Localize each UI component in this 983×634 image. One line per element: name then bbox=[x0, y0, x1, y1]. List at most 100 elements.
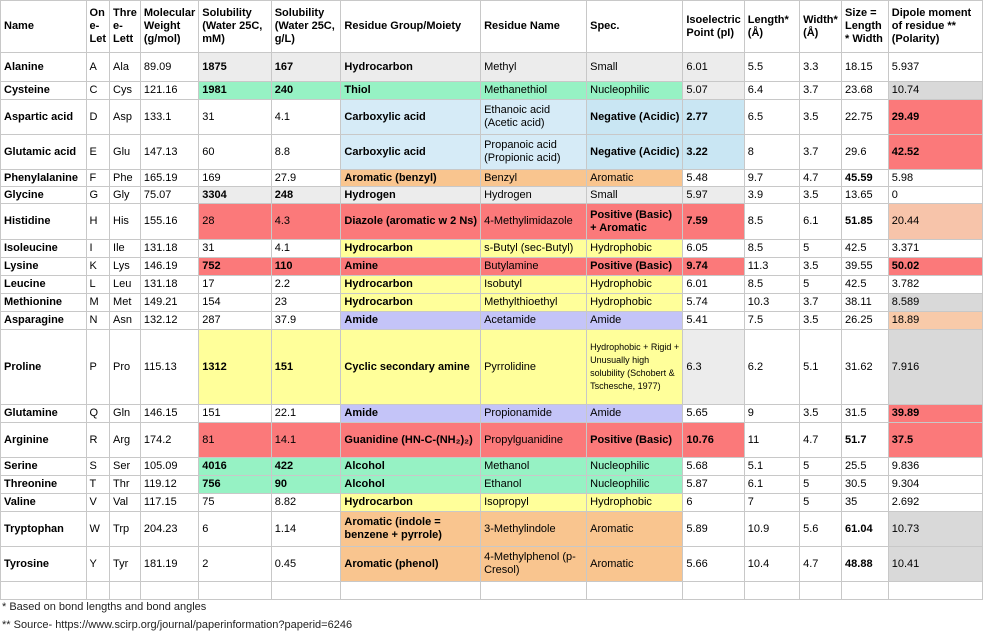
width-cell[interactable]: 5 bbox=[799, 239, 843, 258]
one-letter-cell[interactable]: K bbox=[85, 257, 111, 276]
group-cell[interactable]: Amide bbox=[340, 404, 482, 423]
pi-cell[interactable]: 5.87 bbox=[682, 475, 745, 494]
size-cell[interactable]: 38.11 bbox=[841, 293, 889, 312]
size-cell[interactable]: 48.88 bbox=[841, 546, 889, 582]
size-cell[interactable]: 31.5 bbox=[841, 404, 889, 423]
group-cell[interactable]: Hydrocarbon bbox=[340, 293, 482, 312]
mw-cell[interactable]: 119.12 bbox=[139, 475, 200, 494]
empty-cell[interactable] bbox=[270, 581, 342, 600]
spec-cell[interactable]: Small bbox=[586, 52, 684, 82]
spec-cell[interactable]: Hydrophobic bbox=[586, 239, 684, 258]
length-cell[interactable]: 6.2 bbox=[743, 329, 801, 405]
empty-cell[interactable] bbox=[85, 581, 111, 600]
mw-cell[interactable]: 75.07 bbox=[139, 186, 200, 204]
width-cell[interactable]: 3.5 bbox=[799, 257, 843, 276]
residue-cell[interactable]: Acetamide bbox=[480, 311, 588, 330]
residue-cell[interactable]: s-Butyl (sec-Butyl) bbox=[480, 239, 588, 258]
solubility-gl-cell[interactable]: 90 bbox=[270, 475, 342, 494]
length-cell[interactable]: 7 bbox=[743, 493, 801, 512]
length-cell[interactable]: 3.9 bbox=[743, 186, 801, 204]
one-letter-cell[interactable]: R bbox=[85, 422, 111, 458]
solubility-gl-cell[interactable]: 4.1 bbox=[270, 99, 342, 135]
length-cell[interactable]: 11.3 bbox=[743, 257, 801, 276]
size-cell[interactable]: 35 bbox=[841, 493, 889, 512]
spec-cell[interactable]: Positive (Basic) + Aromatic bbox=[586, 203, 684, 240]
one-letter-cell[interactable]: Q bbox=[85, 404, 111, 423]
solubility-mm-cell[interactable]: 17 bbox=[198, 275, 272, 294]
length-cell[interactable]: 10.3 bbox=[743, 293, 801, 312]
solubility-mm-cell[interactable]: 4016 bbox=[198, 457, 272, 476]
size-cell[interactable]: 22.75 bbox=[841, 99, 889, 135]
name-cell[interactable]: Methionine bbox=[0, 293, 87, 312]
name-cell[interactable]: Isoleucine bbox=[0, 239, 87, 258]
pi-cell[interactable]: 3.22 bbox=[682, 134, 745, 170]
group-cell[interactable]: Amide bbox=[340, 311, 482, 330]
empty-cell[interactable] bbox=[198, 581, 272, 600]
three-letter-cell[interactable]: Ser bbox=[109, 457, 141, 476]
residue-cell[interactable]: Butylamine bbox=[480, 257, 588, 276]
three-letter-cell[interactable]: Tyr bbox=[109, 546, 141, 582]
pi-cell[interactable]: 5.74 bbox=[682, 293, 745, 312]
length-cell[interactable]: 11 bbox=[743, 422, 801, 458]
mw-cell[interactable]: 131.18 bbox=[139, 275, 200, 294]
name-cell[interactable]: Glutamine bbox=[0, 404, 87, 423]
dipole-cell[interactable]: 42.52 bbox=[887, 134, 983, 170]
width-cell[interactable]: 3.7 bbox=[799, 81, 843, 100]
spec-cell[interactable]: Negative (Acidic) bbox=[586, 134, 684, 170]
dipole-cell[interactable]: 10.74 bbox=[887, 81, 983, 100]
group-cell[interactable]: Hydrocarbon bbox=[340, 52, 482, 82]
mw-cell[interactable]: 146.19 bbox=[139, 257, 200, 276]
solubility-gl-cell[interactable]: 14.1 bbox=[270, 422, 342, 458]
solubility-gl-cell[interactable]: 0.45 bbox=[270, 546, 342, 582]
mw-cell[interactable]: 155.16 bbox=[139, 203, 200, 240]
solubility-mm-cell[interactable]: 151 bbox=[198, 404, 272, 423]
pi-cell[interactable]: 5.66 bbox=[682, 546, 745, 582]
solubility-mm-cell[interactable]: 60 bbox=[198, 134, 272, 170]
one-letter-cell[interactable]: W bbox=[85, 511, 111, 547]
solubility-gl-cell[interactable]: 4.3 bbox=[270, 203, 342, 240]
mw-cell[interactable]: 133.1 bbox=[139, 99, 200, 135]
empty-cell[interactable] bbox=[480, 581, 588, 600]
size-cell[interactable]: 51.85 bbox=[841, 203, 889, 240]
length-cell[interactable]: 8.5 bbox=[743, 275, 801, 294]
residue-cell[interactable]: Propylguanidine bbox=[480, 422, 588, 458]
pi-cell[interactable]: 5.07 bbox=[682, 81, 745, 100]
three-letter-cell[interactable]: His bbox=[109, 203, 141, 240]
name-cell[interactable]: Valine bbox=[0, 493, 87, 512]
name-cell[interactable]: Cysteine bbox=[0, 81, 87, 100]
header-cell[interactable]: Solubility (Water 25C, g/L) bbox=[270, 0, 342, 53]
one-letter-cell[interactable]: I bbox=[85, 239, 111, 258]
solubility-gl-cell[interactable]: 1.14 bbox=[270, 511, 342, 547]
residue-cell[interactable]: Methanethiol bbox=[480, 81, 588, 100]
width-cell[interactable]: 3.3 bbox=[799, 52, 843, 82]
solubility-gl-cell[interactable]: 167 bbox=[270, 52, 342, 82]
solubility-mm-cell[interactable]: 31 bbox=[198, 239, 272, 258]
empty-cell[interactable] bbox=[887, 581, 983, 600]
three-letter-cell[interactable]: Leu bbox=[109, 275, 141, 294]
dipole-cell[interactable]: 2.692 bbox=[887, 493, 983, 512]
pi-cell[interactable]: 7.59 bbox=[682, 203, 745, 240]
size-cell[interactable]: 23.68 bbox=[841, 81, 889, 100]
group-cell[interactable]: Carboxylic acid bbox=[340, 99, 482, 135]
mw-cell[interactable]: 181.19 bbox=[139, 546, 200, 582]
header-cell[interactable]: Residue Name bbox=[480, 0, 588, 53]
dipole-cell[interactable]: 0 bbox=[887, 186, 983, 204]
three-letter-cell[interactable]: Asp bbox=[109, 99, 141, 135]
three-letter-cell[interactable]: Met bbox=[109, 293, 141, 312]
empty-cell[interactable] bbox=[743, 581, 801, 600]
one-letter-cell[interactable]: D bbox=[85, 99, 111, 135]
mw-cell[interactable]: 165.19 bbox=[139, 169, 200, 187]
length-cell[interactable]: 10.4 bbox=[743, 546, 801, 582]
header-cell[interactable]: Dipole moment of residue ** (Polarity) bbox=[887, 0, 983, 53]
three-letter-cell[interactable]: Trp bbox=[109, 511, 141, 547]
dipole-cell[interactable]: 3.371 bbox=[887, 239, 983, 258]
size-cell[interactable]: 61.04 bbox=[841, 511, 889, 547]
mw-cell[interactable]: 132.12 bbox=[139, 311, 200, 330]
mw-cell[interactable]: 149.21 bbox=[139, 293, 200, 312]
name-cell[interactable]: Glycine bbox=[0, 186, 87, 204]
pi-cell[interactable]: 6.3 bbox=[682, 329, 745, 405]
width-cell[interactable]: 5 bbox=[799, 457, 843, 476]
length-cell[interactable]: 8.5 bbox=[743, 203, 801, 240]
one-letter-cell[interactable]: C bbox=[85, 81, 111, 100]
width-cell[interactable]: 5.1 bbox=[799, 329, 843, 405]
